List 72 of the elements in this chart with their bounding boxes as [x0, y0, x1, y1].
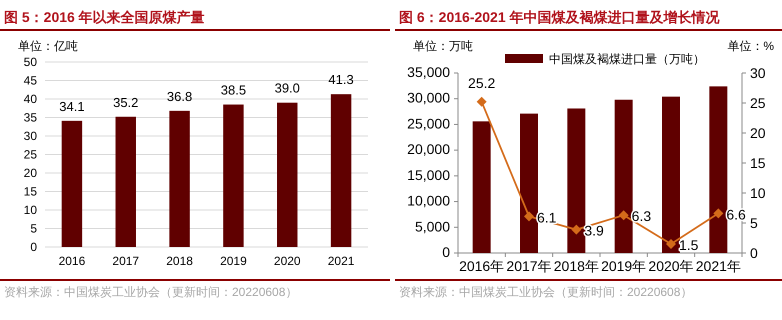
chart-title: 图 5：2016 年以来全国原煤产量: [4, 9, 205, 25]
point: [476, 96, 487, 107]
x-tick-label: 2020年: [648, 258, 694, 274]
y-tick-label: 15: [24, 184, 38, 198]
data-label: 34.1: [59, 98, 85, 114]
bar: [614, 100, 633, 253]
bar: [116, 116, 136, 247]
x-tick-label: 2018年: [554, 258, 599, 274]
bar: [62, 120, 82, 247]
bar: [567, 108, 586, 253]
x-tick-label: 2021: [328, 254, 355, 268]
y-tick-label: 15,000: [407, 166, 450, 183]
y-tick-label: 10: [24, 203, 38, 217]
data-label: 25.2: [468, 74, 496, 91]
bar: [223, 104, 244, 247]
point: [713, 208, 724, 218]
point: [571, 224, 582, 235]
x-tick-label: 2020: [274, 254, 301, 268]
y2-tick-label: 20: [750, 125, 766, 141]
text: 资料来源：中国煤炭工业协会（更新时间：20220608）: [4, 285, 298, 299]
point: [524, 211, 534, 222]
y2-tick-label: 10: [750, 185, 766, 201]
y-tick-label: 35: [24, 110, 38, 124]
x-tick-label: 2017: [112, 254, 140, 268]
bar: [709, 86, 728, 253]
y-tick-label: 30,000: [407, 90, 450, 106]
y-tick-label: 20: [24, 166, 38, 180]
point: [618, 210, 629, 220]
data-label: 38.5: [220, 82, 246, 98]
x-tick-label: 2017年: [506, 258, 552, 274]
y-tick-label: 5,000: [414, 218, 450, 234]
x-tick-label: 2019年: [601, 258, 646, 274]
y-axis-title: 单位：万吨: [413, 39, 473, 53]
y-tick-label: 45: [24, 74, 38, 88]
bar: [169, 110, 190, 247]
text: 资料来源：中国煤炭工业协会（更新时间：20220608）: [399, 285, 692, 299]
y2-tick-label: 25: [750, 95, 766, 111]
y2-tick-label: 15: [750, 155, 766, 171]
data-label: 41.3: [328, 72, 354, 88]
y-tick-label: 0: [30, 240, 38, 254]
data-label: 36.8: [166, 88, 192, 104]
x-tick-label: 2019: [220, 254, 248, 268]
y-axis-title: 单位：亿吨: [18, 39, 78, 53]
y-tick-label: 0: [442, 244, 450, 260]
y-tick-label: 30: [24, 129, 38, 143]
y2-tick-label: 0: [750, 245, 758, 261]
y-tick-label: 25: [24, 148, 38, 162]
bar: [472, 121, 491, 253]
chart-title: 图 6：2016-2021 年中国煤及褐煤进口量及增长情况: [399, 9, 721, 25]
x-tick-label: 2021年: [696, 258, 741, 274]
x-tick-label: 2016年: [459, 258, 504, 274]
bar: [662, 96, 680, 253]
y-tick-label: 40: [24, 92, 38, 106]
data-label: 1.5: [679, 237, 699, 253]
bar: [330, 94, 352, 247]
y-tick-label: 5: [30, 222, 38, 236]
y2-axis-title: 单位：%: [727, 39, 774, 53]
bar: [277, 102, 298, 247]
y-tick-label: 25,000: [407, 115, 450, 132]
y-tick-label: 10,000: [407, 192, 450, 209]
x-tick-label: 2018: [166, 254, 194, 268]
y-tick-label: 50: [24, 55, 38, 69]
y-tick-label: 20,000: [407, 141, 450, 158]
y2-tick-label: 30: [750, 65, 766, 81]
x-tick-label: 2016: [58, 254, 86, 268]
data-label: 35.2: [113, 94, 138, 110]
bar: [520, 114, 538, 253]
y-tick-label: 35,000: [407, 64, 450, 80]
legend-label: 中国煤及褐煤进口量（万吨）: [549, 52, 705, 66]
y2-tick-label: 5: [750, 215, 758, 231]
data-label: 39.0: [274, 80, 300, 96]
point: [666, 239, 676, 249]
